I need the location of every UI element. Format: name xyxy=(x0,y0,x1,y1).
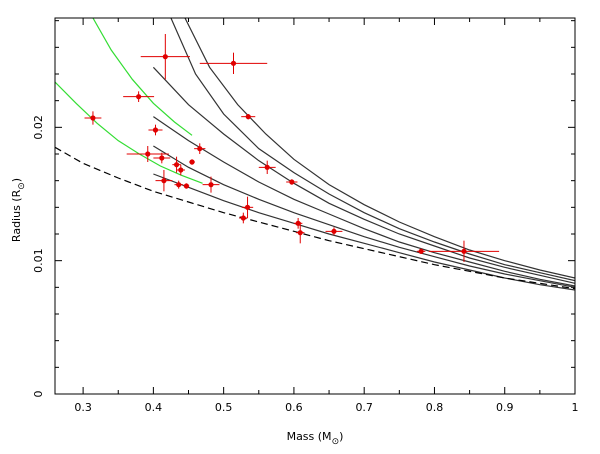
data-point xyxy=(245,114,251,120)
zero-temperature-dashed-curve xyxy=(55,146,575,290)
data-points-layer xyxy=(90,54,467,254)
data-point xyxy=(176,182,182,188)
x-tick-label: 0.8 xyxy=(426,401,444,414)
y-tick-label: 0 xyxy=(32,391,45,398)
data-point xyxy=(178,167,184,173)
x-tick-label: 1 xyxy=(572,401,579,414)
model-track-curve xyxy=(153,145,575,288)
data-point xyxy=(90,115,96,121)
data-point xyxy=(244,204,251,210)
y-tick-label: 0.01 xyxy=(32,248,45,273)
x-tick-labels: 0.3 0.4 0.5 0.6 0.7 0.8 0.9 1 xyxy=(74,401,578,414)
y-axis-title: Radius (R⊙) xyxy=(10,178,27,242)
y-tick-labels: 0 0.01 0.02 xyxy=(32,115,45,397)
plot-frame xyxy=(54,17,576,395)
model-track-curve xyxy=(184,18,575,279)
data-point xyxy=(197,146,203,152)
data-point xyxy=(240,215,246,221)
data-point xyxy=(295,220,301,226)
data-point xyxy=(461,248,467,254)
axis-ticks xyxy=(55,18,576,395)
data-point xyxy=(230,60,237,66)
x-tick-label: 0.9 xyxy=(496,401,514,414)
model-track-curve xyxy=(170,18,575,282)
x-tick-label: 0.5 xyxy=(215,401,233,414)
data-point xyxy=(159,155,165,161)
data-point xyxy=(173,162,180,168)
green-model-curve xyxy=(55,81,203,184)
x-tick-label: 0.3 xyxy=(74,401,92,414)
data-point xyxy=(264,164,270,170)
data-point xyxy=(145,151,151,157)
model-track-curve xyxy=(152,66,575,284)
data-point xyxy=(297,230,303,236)
data-point xyxy=(289,179,295,185)
data-point xyxy=(331,228,337,234)
x-tick-label: 0.7 xyxy=(355,401,373,414)
green-model-curve xyxy=(92,18,193,136)
data-point xyxy=(152,127,159,133)
data-point xyxy=(418,248,424,254)
data-point xyxy=(189,159,195,165)
data-point xyxy=(162,54,168,60)
x-axis-title: Mass (M⊙) xyxy=(287,430,344,447)
x-tick-label: 0.6 xyxy=(285,401,303,414)
data-point xyxy=(161,178,167,184)
y-tick-label: 0.02 xyxy=(32,115,45,140)
data-point xyxy=(208,182,214,188)
model-track-curve xyxy=(153,116,575,287)
data-point xyxy=(136,94,142,100)
model-tracks-layer xyxy=(55,18,575,291)
model-track-curve xyxy=(153,173,575,291)
x-tick-label: 0.4 xyxy=(145,401,163,414)
data-point xyxy=(183,183,190,189)
